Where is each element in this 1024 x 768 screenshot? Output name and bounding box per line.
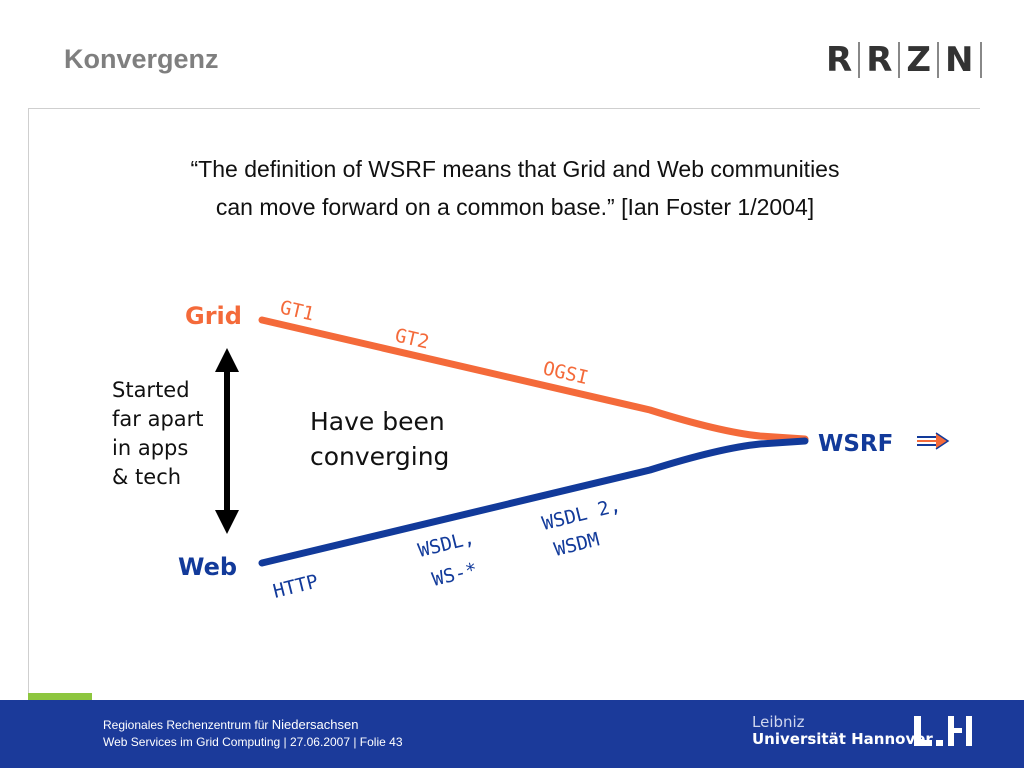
arrow-down-head bbox=[215, 510, 239, 534]
quote-line: can move forward on a common base.” [Ian… bbox=[215, 194, 815, 220]
left-text-line: in apps bbox=[112, 436, 188, 460]
footer-line-2: Web Services im Grid Computing | 27.06.2… bbox=[103, 735, 403, 749]
slide-title: Konvergenz bbox=[64, 44, 219, 74]
logo-letter: Z bbox=[906, 40, 932, 80]
left-text-line: far apart bbox=[112, 407, 204, 431]
arrow-up-head bbox=[215, 348, 239, 372]
footer-line-1-prefix: Regionales Rechenzentrum für bbox=[103, 718, 272, 732]
footer-bar bbox=[0, 700, 1024, 768]
logo-separator bbox=[979, 42, 982, 78]
left-divider bbox=[28, 108, 29, 693]
grid-step-label: GT1 bbox=[278, 296, 316, 325]
university-name: Leibniz Universität Hannover bbox=[752, 714, 933, 748]
center-text-line: converging bbox=[310, 442, 449, 471]
logo-separator bbox=[858, 42, 861, 78]
web-step-label: WSDL 2, bbox=[540, 494, 623, 535]
footer-line-1: Regionales Rechenzentrum für Niedersachs… bbox=[103, 716, 403, 734]
web-step-label: WSDM bbox=[552, 528, 602, 560]
footer-text: Regionales Rechenzentrum für Niedersachs… bbox=[103, 716, 403, 751]
quote: “The definition of WSRF means that Grid … bbox=[90, 150, 940, 226]
quote-line: “The definition of WSRF means that Grid … bbox=[190, 156, 840, 182]
logo-separator bbox=[937, 42, 940, 78]
left-text-line: Started bbox=[112, 378, 190, 402]
university-line-2: Universität Hannover bbox=[752, 730, 933, 748]
wsrf-label: WSRF bbox=[818, 431, 893, 457]
left-text-line: & tech bbox=[112, 465, 181, 489]
web-line bbox=[258, 437, 809, 567]
luh-logo-icon bbox=[914, 716, 972, 746]
footer-accent-bar bbox=[28, 693, 92, 702]
web-step-label: WS-* bbox=[430, 558, 480, 590]
university-line-1: Leibniz bbox=[752, 713, 805, 731]
header-divider bbox=[28, 108, 980, 109]
logo-letter: R bbox=[866, 40, 893, 80]
rrzn-logo: R R Z N bbox=[826, 40, 988, 80]
wsrf-arrow-icon bbox=[917, 432, 950, 450]
center-text-line: Have been bbox=[310, 407, 445, 436]
grid-label: Grid bbox=[185, 302, 242, 330]
logo-separator bbox=[898, 42, 901, 78]
grid-line bbox=[258, 316, 809, 443]
convergence-diagram: Grid Web Started far apart in apps & tec… bbox=[112, 296, 950, 603]
web-step-label: WSDL, bbox=[416, 527, 477, 562]
web-step-label: HTTP bbox=[271, 570, 321, 602]
logo-letter: N bbox=[945, 40, 974, 80]
footer-line-1-suffix: Niedersachsen bbox=[271, 717, 359, 732]
web-label: Web bbox=[178, 553, 237, 581]
logo-letter: R bbox=[826, 40, 853, 80]
